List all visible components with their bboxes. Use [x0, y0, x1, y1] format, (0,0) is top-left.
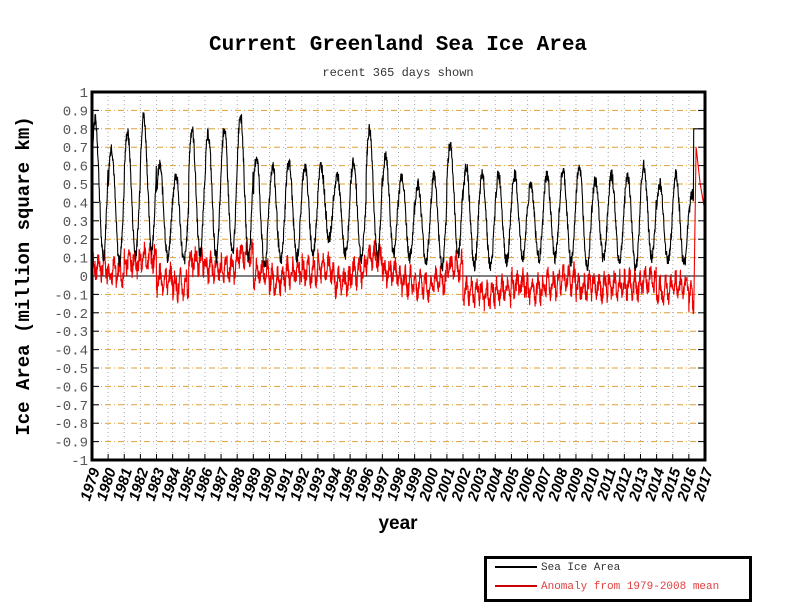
y-tick-label: -0.9: [54, 436, 88, 452]
x-axis-label: year: [378, 513, 418, 534]
y-tick-label: 0.3: [63, 215, 88, 231]
legend-item-anomaly: Anomaly from 1979-2008 mean: [495, 581, 719, 594]
y-tick-label: -0.2: [54, 307, 88, 323]
y-tick-label: -0.3: [54, 325, 88, 341]
chart-title: Current Greenland Sea Ice Area: [208, 34, 588, 57]
anomaly-series-line: [91, 147, 706, 315]
y-tick-label: 0.2: [63, 233, 88, 249]
y-tick-label: -0.4: [54, 344, 88, 360]
y-tick-label: 0.1: [63, 252, 88, 268]
y-tick-label: -0.7: [54, 399, 88, 415]
y-tick-label: 0.8: [63, 123, 88, 139]
y-tick-label: -0.8: [54, 417, 88, 433]
y-tick-label: -0.6: [54, 380, 88, 396]
y-tick-label: 1: [80, 86, 88, 102]
y-tick-label: 0.4: [63, 196, 88, 212]
y-tick-label: 0: [80, 270, 88, 286]
plot-frame: [90, 90, 707, 462]
y-tick-label: -1: [71, 454, 88, 470]
y-tick-label: 0.6: [63, 160, 88, 176]
legend-label: Anomaly from 1979-2008 mean: [541, 581, 720, 593]
chart-subtitle: recent 365 days shown: [322, 66, 474, 80]
legend-swatch-red: [495, 585, 537, 588]
sea-ice-area-series-line: [91, 112, 705, 272]
y-tick-label: 0.9: [63, 104, 88, 120]
y-tick-label: 0.5: [63, 178, 88, 194]
legend-item-sea-ice-area: Sea Ice Area: [495, 562, 620, 575]
y-tick-label: -0.5: [54, 362, 88, 378]
legend-swatch-black: [495, 566, 537, 569]
y-tick-label: -0.1: [54, 288, 88, 304]
legend: Sea Ice Area Anomaly from 1979-2008 mean: [484, 556, 752, 602]
y-tick-label: 0.7: [63, 141, 88, 157]
legend-label: Sea Ice Area: [541, 562, 621, 574]
